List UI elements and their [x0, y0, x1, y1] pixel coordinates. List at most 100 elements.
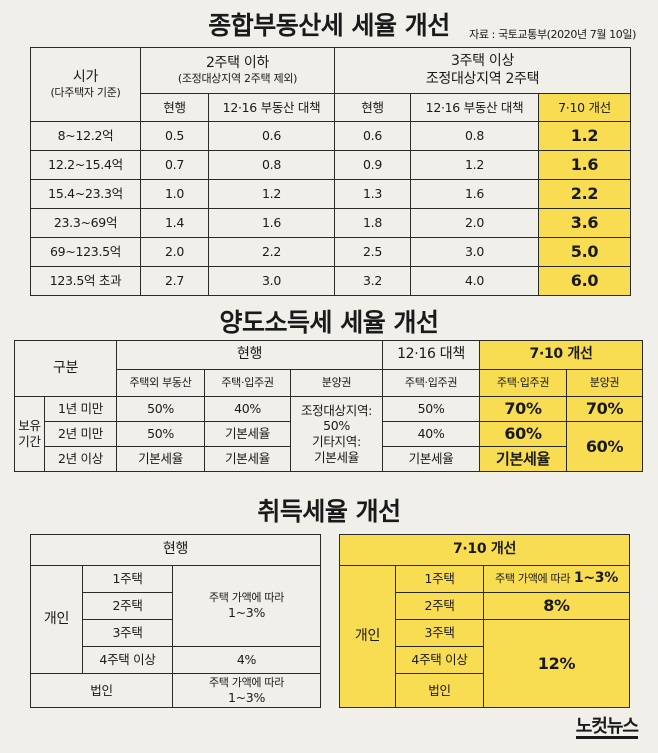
cell: 2.5: [334, 237, 411, 267]
rate-cell: 주택 가액에 따라 1~3%: [171, 565, 322, 647]
cell: 0.8: [208, 150, 335, 180]
cell: 3.0: [410, 237, 539, 267]
cell-new: 70%: [479, 396, 568, 422]
sub-non-housing: 주택외 부동산: [116, 369, 206, 397]
row-label: 4주택 이상: [82, 646, 173, 674]
sub-housing-rights: 주택·입주권: [382, 369, 481, 397]
title-capital-gains-tax: 양도소득세 세율 개선: [219, 308, 439, 337]
source-note: 자료 : 국토교통부(2020년 7월 10일): [469, 28, 636, 41]
comprehensive-tax-table: 시가 (다주택자 기준) 2주택 이하 (조정대상지역 2주택 제외) 3주택 …: [30, 47, 632, 296]
row-label: 1주택: [82, 565, 173, 593]
nocutnews-logo: 노컷뉴스: [575, 716, 639, 739]
cell: 3.2: [334, 266, 411, 296]
row-label: 2주택: [395, 592, 484, 620]
capital-gains-table: 구분 현행 12·16 대책 7·10 개선 주택외 부동산 주택·입주권 분양…: [13, 340, 644, 472]
acquisition-tax-current-table: 현행 개인 1주택 주택 가액에 따라 1~3% 2주택 3주택 4주택 이상 …: [29, 534, 322, 708]
header-two-homes: 2주택 이하 (조정대상지역 2주택 제외): [140, 47, 335, 94]
cell: 3.0: [208, 266, 335, 296]
header-current: 현행: [29, 534, 322, 566]
cell: 2.2: [208, 237, 335, 267]
rate-cell: 8%: [483, 592, 630, 620]
cell: 기본세율: [204, 421, 292, 447]
cell-new: 2.2: [537, 179, 632, 209]
header-current: 현행: [116, 340, 384, 370]
cell-new: 70%: [566, 396, 644, 422]
header-market-price: 시가 (다주택자 기준): [30, 47, 141, 122]
cell: 0.6: [334, 121, 411, 151]
title-comprehensive-tax: 종합부동산세 세율 개선: [208, 11, 450, 40]
sub-housing-rights: 주택·입주권: [479, 369, 568, 397]
title-acquisition-tax: 취득세율 개선: [257, 497, 401, 526]
cell: 0.6: [208, 121, 335, 151]
cell: 1.0: [140, 179, 209, 209]
cell-new: 60%: [479, 421, 568, 447]
corp-label: 법인: [395, 673, 484, 708]
sub-housing-rights: 주택·입주권: [204, 369, 292, 397]
cell: 4.0: [410, 266, 539, 296]
cell-new: 5.0: [537, 237, 632, 267]
cell: 1.4: [140, 208, 209, 238]
sub-presale-rights: 분양권: [290, 369, 384, 397]
row-label: 2주택: [82, 592, 173, 620]
sub-plan-1216: 12·16 부동산 대책: [410, 93, 539, 122]
header-category: 구분: [13, 340, 118, 397]
cell: 2.0: [410, 208, 539, 238]
row-label: 1주택: [395, 565, 484, 593]
sub-current: 현행: [334, 93, 411, 122]
cell: 기본세율: [204, 446, 292, 472]
header-three-homes: 3주택 이상 조정대상지역 2주택: [333, 47, 632, 94]
individual-label: 개인: [30, 565, 83, 674]
cell: 2.0: [140, 237, 209, 267]
row-label: 1년 미만: [43, 396, 118, 422]
cell: 0.7: [140, 150, 209, 180]
individual-label: 개인: [339, 565, 396, 708]
cell: 0.5: [140, 121, 209, 151]
cell-new: 1.6: [537, 150, 632, 180]
cell-new: 6.0: [537, 266, 632, 296]
cell-new: 60%: [566, 421, 644, 472]
row-label: 2년 미만: [43, 421, 118, 447]
acquisition-tax-new-table: 7·10 개선 개인 1주택 주택 가액에 따라 1~3% 2주택 8% 3주택…: [339, 534, 630, 708]
table-row-range: 8~12.2억: [30, 121, 141, 151]
header-plan-710: 7·10 개선: [479, 340, 644, 370]
sub-plan-1216: 12·16 부동산 대책: [208, 93, 335, 122]
cell: 1.6: [208, 208, 335, 238]
sub-presale-rights: 분양권: [566, 369, 644, 397]
cell: 기본세율: [382, 446, 481, 472]
table-row-range: 69~123.5억: [30, 237, 141, 267]
cell: 50%: [116, 421, 206, 447]
logo-text: 노컷뉴스: [575, 716, 639, 739]
table-row-range: 12.2~15.4억: [30, 150, 141, 180]
table-row-range: 123.5억 초과: [30, 266, 141, 296]
cell-new: 1.2: [537, 121, 632, 151]
cell: 40%: [204, 396, 292, 422]
rate-cell: 12%: [483, 619, 630, 708]
cell: 1.8: [334, 208, 411, 238]
cell: 2.7: [140, 266, 209, 296]
cell-new: 3.6: [537, 208, 632, 238]
holding-period-label: 보유 기간: [14, 396, 45, 472]
rate-cell: 주택 가액에 따라 1~3%: [483, 565, 630, 593]
cell: 0.8: [410, 121, 539, 151]
row-label: 3주택: [82, 619, 173, 647]
cell-new: 기본세율: [479, 446, 568, 472]
sub-current: 현행: [140, 93, 209, 122]
table-row-range: 23.3~69억: [30, 208, 141, 238]
header-plan-710: 7·10 개선: [339, 534, 630, 566]
cell: 50%: [116, 396, 206, 422]
cell: 1.2: [410, 150, 539, 180]
rate-cell: 4%: [171, 646, 322, 674]
sub-plan-710: 7·10 개선: [537, 93, 632, 122]
cell: 1.6: [410, 179, 539, 209]
corp-label: 법인: [30, 673, 173, 708]
header-plan-1216: 12·16 대책: [382, 340, 481, 370]
row-label: 4주택 이상: [395, 646, 484, 674]
cell: 0.9: [334, 150, 411, 180]
cell: 기본세율: [116, 446, 206, 472]
cell: 50%: [382, 396, 481, 422]
row-label: 2년 이상: [43, 446, 118, 472]
presale-rate-current: 조정대상지역: 50% 기타지역: 기본세율: [290, 396, 384, 472]
cell: 40%: [382, 421, 481, 447]
table-row-range: 15.4~23.3억: [30, 179, 141, 209]
cell: 1.2: [208, 179, 335, 209]
